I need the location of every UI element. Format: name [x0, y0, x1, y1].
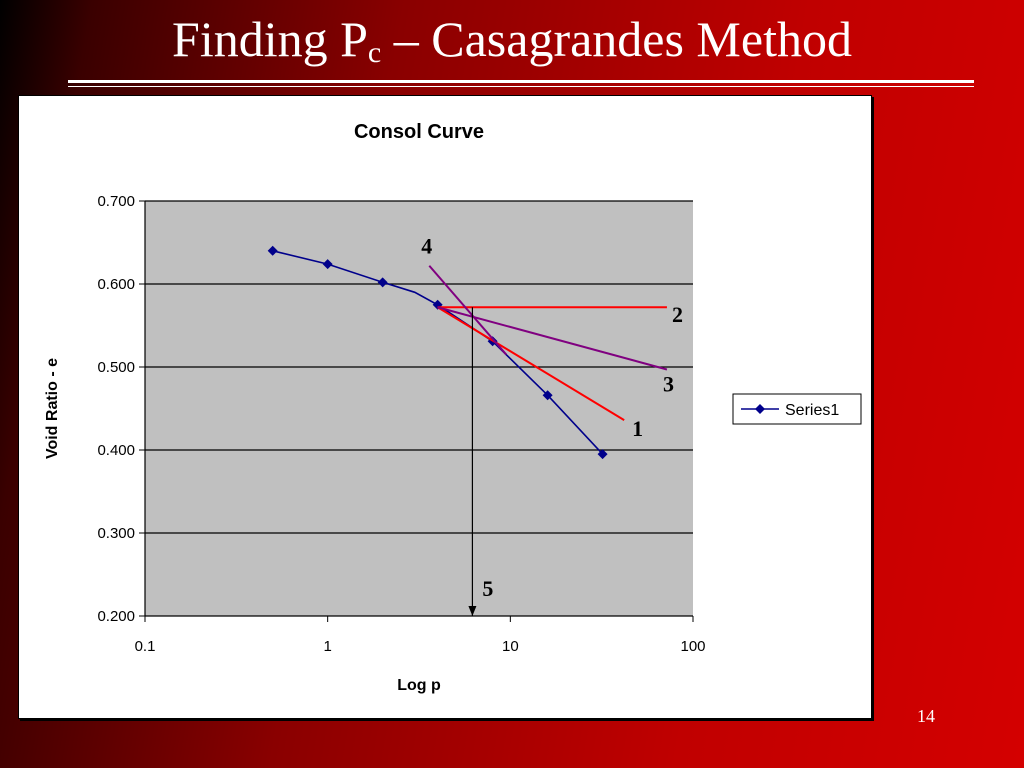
- y-axis-label: Void Ratio - e: [44, 358, 61, 459]
- series-layer: [267, 245, 608, 460]
- y-tick-label-0.200: 0.200: [97, 608, 135, 625]
- construction-line-4: [428, 265, 508, 356]
- x-tick-label-1: 1: [323, 638, 331, 655]
- construction-line-3: [437, 306, 668, 371]
- chart-title: Consol Curve: [354, 121, 484, 143]
- x-tick-label-10: 10: [502, 638, 519, 655]
- data-point-3: [377, 277, 388, 288]
- data-point-1: [267, 245, 278, 256]
- y-tick-label-0.600: 0.600: [97, 276, 135, 293]
- data-point-7: [542, 390, 553, 401]
- arrow-down-icon: [468, 606, 477, 616]
- y-tick-label-0.300: 0.300: [97, 525, 135, 542]
- construction-label-5: 5: [482, 576, 493, 601]
- construction-label-1: 1: [632, 416, 643, 441]
- axes: [144, 201, 693, 617]
- construction-lines: [428, 265, 668, 616]
- construction-line-1: [437, 306, 625, 421]
- construction-label-3: 3: [663, 371, 674, 396]
- data-point-2: [322, 259, 333, 270]
- title-main: Finding P: [172, 11, 368, 67]
- construction-labels: 1 2 3 4 5: [421, 234, 683, 601]
- tick-labels: 0.200 0.300 0.400 0.500 0.600 0.700 0.1 1 10 100: [97, 193, 705, 655]
- slide-title: Finding Pc – Casagrandes Method: [0, 4, 1024, 74]
- series-line-1: [272, 250, 604, 455]
- y-tick-label-0.700: 0.700: [97, 193, 135, 210]
- construction-label-4: 4: [421, 234, 432, 259]
- data-point-8: [597, 449, 608, 460]
- chart-frame: 0.200 0.300 0.400 0.500 0.600 0.700 0.1 1 10 100 …: [18, 95, 872, 719]
- legend-entry-series1: Series1: [785, 402, 839, 419]
- construction-label-2: 2: [672, 302, 683, 327]
- y-tick-label-0.500: 0.500: [97, 359, 135, 376]
- gridlines: [139, 200, 694, 622]
- legend: Series1: [732, 393, 862, 425]
- plot-area: [145, 201, 693, 616]
- title-subscript: c: [367, 36, 382, 69]
- page-number: 14: [917, 706, 935, 726]
- title-underline-thin: [68, 86, 974, 87]
- title-rest: – Casagrandes Method: [381, 11, 852, 67]
- title-underline: [68, 80, 974, 83]
- y-tick-label-0.400: 0.400: [97, 442, 135, 459]
- legend-diamond-icon: [755, 404, 765, 414]
- x-tick-label-0.1: 0.1: [135, 638, 156, 655]
- x-axis-label: Log p: [397, 677, 441, 694]
- x-tick-label-100: 100: [680, 638, 705, 655]
